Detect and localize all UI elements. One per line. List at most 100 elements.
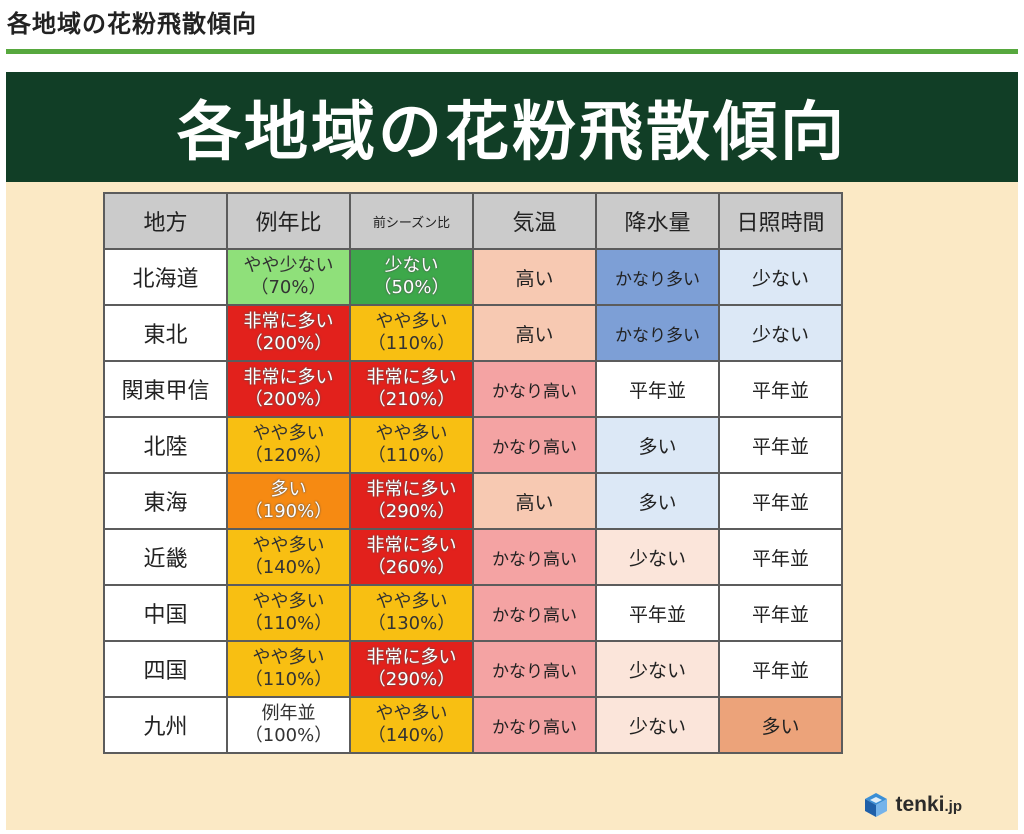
prev-season-cell-percent: （110%） [367, 333, 456, 354]
prev-season-cell: 非常に多い （260%） [351, 530, 472, 584]
prev-season-cell-percent: （210%） [367, 389, 456, 410]
prev-season-cell-percent: （140%） [367, 725, 456, 746]
table-row: 九州 例年並 （100%） やや多い （140%） かなり高い 少ない 多い [105, 698, 841, 752]
temperature-cell: 高い [474, 250, 595, 304]
ratio-cell-percent: （120%） [244, 445, 333, 466]
ratio-cell: やや多い （110%） [228, 586, 349, 640]
sunshine-cell: 平年並 [720, 642, 841, 696]
temperature-cell: 高い [474, 474, 595, 528]
prev-season-cell-percent: （290%） [367, 669, 456, 690]
ratio-cell: やや多い （110%） [228, 642, 349, 696]
table-row: 東海 多い （190%） 非常に多い （290%） 高い 多い 平年並 [105, 474, 841, 528]
prev-season-cell: やや多い （110%） [351, 306, 472, 360]
sunshine-cell: 平年並 [720, 474, 841, 528]
sunshine-cell: 少ない [720, 250, 841, 304]
precipitation-cell: 多い [597, 418, 718, 472]
pollen-infographic: 各地域の花粉飛散傾向 地方 例年比 前シーズン比 気温 降水量 日照時間 北海道… [6, 72, 1018, 830]
temperature-cell: かなり高い [474, 642, 595, 696]
ratio-cell-level: やや多い [252, 423, 325, 444]
prev-season-cell-percent: （260%） [367, 557, 456, 578]
prev-season-cell: やや多い （140%） [351, 698, 472, 752]
ratio-cell: やや少ない （70%） [228, 250, 349, 304]
precipitation-cell: 多い [597, 474, 718, 528]
header-prev-season: 前シーズン比 [351, 194, 472, 248]
ratio-cell: やや多い （140%） [228, 530, 349, 584]
prev-season-cell-level: 非常に多い [366, 479, 457, 500]
ratio-cell-level: やや多い [252, 647, 325, 668]
table-row: 中国 やや多い （110%） やや多い （130%） かなり高い 平年並 平年並 [105, 586, 841, 640]
precipitation-cell: 少ない [597, 642, 718, 696]
sunshine-cell: 平年並 [720, 530, 841, 584]
prev-season-cell-level: 少ない [384, 255, 439, 276]
table-row: 近畿 やや多い （140%） 非常に多い （260%） かなり高い 少ない 平年並 [105, 530, 841, 584]
temperature-cell: かなり高い [474, 530, 595, 584]
temperature-cell: かなり高い [474, 418, 595, 472]
precipitation-cell: 少ない [597, 530, 718, 584]
prev-season-cell-level: やや多い [375, 591, 448, 612]
temperature-cell: かなり高い [474, 698, 595, 752]
table-row: 四国 やや多い （110%） 非常に多い （290%） かなり高い 少ない 平年並 [105, 642, 841, 696]
pollen-table: 地方 例年比 前シーズン比 気温 降水量 日照時間 北海道 やや少ない （70%） 少… [103, 192, 843, 754]
region-cell: 中国 [105, 586, 226, 640]
table-row: 北陸 やや多い （120%） やや多い （110%） かなり高い 多い 平年並 [105, 418, 841, 472]
ratio-cell-percent: （190%） [244, 501, 333, 522]
title-banner: 各地域の花粉飛散傾向 [6, 72, 1018, 182]
prev-season-cell-percent: （50%） [373, 277, 450, 298]
ratio-cell-percent: （140%） [244, 557, 333, 578]
region-cell: 四国 [105, 642, 226, 696]
prev-season-cell-percent: （290%） [367, 501, 456, 522]
ratio-cell-percent: （110%） [244, 613, 333, 634]
prev-season-cell: 非常に多い （290%） [351, 474, 472, 528]
temperature-cell: かなり高い [474, 362, 595, 416]
ratio-cell: 非常に多い （200%） [228, 362, 349, 416]
table-row: 関東甲信 非常に多い （200%） 非常に多い （210%） かなり高い 平年並 平年並 [105, 362, 841, 416]
sunshine-cell: 平年並 [720, 586, 841, 640]
ratio-cell-level: やや少ない [243, 255, 334, 276]
ratio-cell: 多い （190%） [228, 474, 349, 528]
prev-season-cell-level: 非常に多い [366, 647, 457, 668]
table-header-row: 地方 例年比 前シーズン比 気温 降水量 日照時間 [105, 194, 841, 248]
region-cell: 東北 [105, 306, 226, 360]
region-cell: 北海道 [105, 250, 226, 304]
region-cell: 近畿 [105, 530, 226, 584]
ratio-cell-percent: （70%） [250, 277, 327, 298]
prev-season-cell: 非常に多い （290%） [351, 642, 472, 696]
prev-season-cell: 非常に多い （210%） [351, 362, 472, 416]
table-row: 北海道 やや少ない （70%） 少ない （50%） 高い かなり多い 少ない [105, 250, 841, 304]
page-heading: 各地域の花粉飛散傾向 [7, 10, 257, 38]
precipitation-cell: かなり多い [597, 250, 718, 304]
ratio-cell-level: 例年並 [261, 703, 316, 724]
ratio-cell-percent: （100%） [244, 725, 333, 746]
precipitation-cell: 平年並 [597, 362, 718, 416]
region-cell: 九州 [105, 698, 226, 752]
region-cell: 関東甲信 [105, 362, 226, 416]
ratio-cell-level: やや多い [252, 535, 325, 556]
ratio-cell-level: やや多い [252, 591, 325, 612]
header-sunshine: 日照時間 [720, 194, 841, 248]
banner-title: 各地域の花粉飛散傾向 [177, 96, 847, 170]
sunshine-cell: 多い [720, 698, 841, 752]
temperature-cell: かなり高い [474, 586, 595, 640]
region-cell: 東海 [105, 474, 226, 528]
header-region: 地方 [105, 194, 226, 248]
ratio-cell: 例年並 （100%） [228, 698, 349, 752]
logo-suffix: .jp [944, 798, 963, 815]
precipitation-cell: 少ない [597, 698, 718, 752]
prev-season-cell-level: 非常に多い [366, 535, 457, 556]
ratio-cell-level: 多い [270, 479, 307, 500]
prev-season-cell-level: 非常に多い [366, 367, 457, 388]
tenki-logo: tenki.jp [863, 792, 962, 818]
tenki-cube-icon [865, 793, 888, 817]
prev-season-cell-level: やや多い [375, 703, 448, 724]
prev-season-cell-level: やや多い [375, 423, 448, 444]
ratio-cell: 非常に多い （200%） [228, 306, 349, 360]
header-temperature: 気温 [474, 194, 595, 248]
temperature-cell: 高い [474, 306, 595, 360]
prev-season-cell-percent: （110%） [367, 445, 456, 466]
prev-season-cell-percent: （130%） [367, 613, 456, 634]
sunshine-cell: 少ない [720, 306, 841, 360]
ratio-cell-percent: （110%） [244, 669, 333, 690]
precipitation-cell: かなり多い [597, 306, 718, 360]
ratio-cell-percent: （200%） [244, 333, 333, 354]
ratio-cell-percent: （200%） [244, 389, 333, 410]
